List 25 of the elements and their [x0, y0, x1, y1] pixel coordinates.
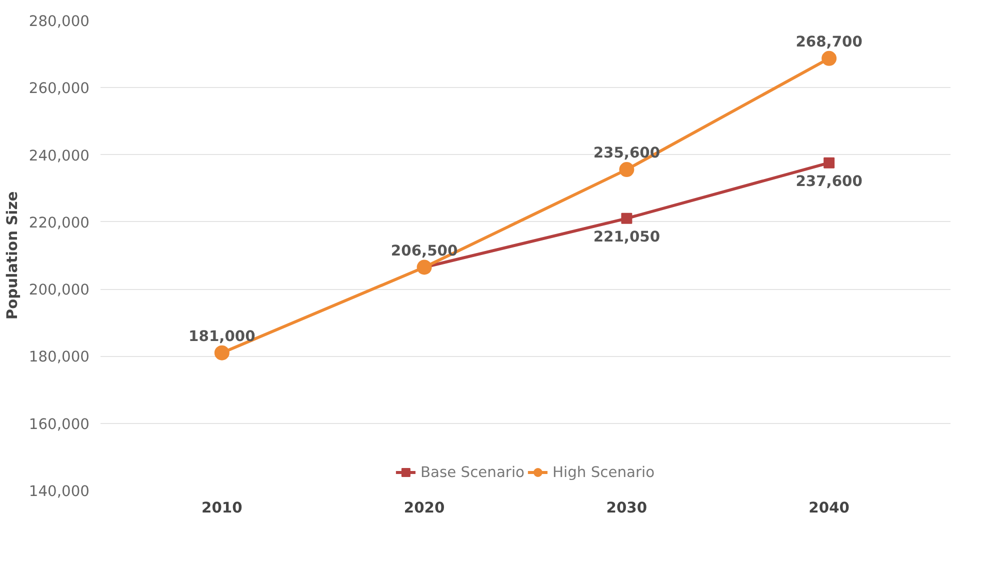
y-axis-title: Population Size: [4, 191, 21, 320]
x-tick-label: 2010: [202, 500, 242, 516]
y-tick-label: 140,000: [28, 483, 90, 500]
legend-label: High Scenario: [552, 464, 655, 480]
y-tick-label: 180,000: [28, 348, 90, 366]
data-label: 268,700: [796, 33, 862, 50]
x-tick-label: 2020: [404, 500, 445, 516]
data-label: 206,500: [390, 242, 458, 260]
x-tick-label: 2030: [606, 500, 648, 516]
data-label: 237,600: [796, 172, 862, 190]
y-tick-label: 280,000: [28, 13, 90, 30]
data-label: 181,000: [188, 328, 256, 345]
y-tick-label: 200,000: [28, 282, 90, 299]
point: [214, 345, 230, 360]
point: [824, 157, 835, 168]
point: [619, 162, 634, 178]
y-tick-label: 240,000: [28, 147, 90, 164]
x-tick-label: 2040: [808, 500, 850, 516]
legend-label: Base Scenario: [420, 464, 524, 480]
point: [621, 212, 632, 224]
point: [822, 50, 837, 66]
y-tick-label: 260,000: [28, 80, 90, 98]
y-tick-label: 160,000: [28, 416, 90, 433]
data-label: 221,050: [593, 228, 660, 246]
y-tick-label: 220,000: [28, 214, 90, 232]
